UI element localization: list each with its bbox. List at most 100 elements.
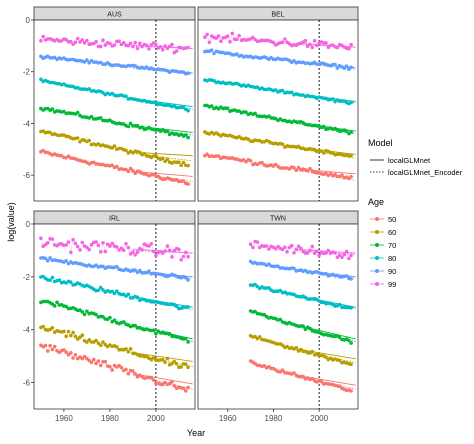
data-point	[299, 246, 303, 251]
data-point	[82, 312, 87, 317]
data-point	[73, 40, 78, 45]
data-point	[337, 302, 342, 307]
data-point	[78, 248, 82, 252]
data-point	[289, 243, 294, 248]
series-aus-age-80	[39, 77, 193, 113]
data-point	[64, 259, 68, 263]
data-point	[349, 253, 353, 258]
data-point	[292, 266, 296, 271]
strip-label-bel: BEL	[271, 12, 284, 19]
data-point	[43, 256, 48, 261]
data-point	[342, 252, 347, 257]
y-tick-label: -2	[23, 273, 31, 282]
data-point	[207, 40, 212, 45]
x-tick-label: 1960	[55, 414, 73, 423]
data-point	[149, 375, 154, 380]
age-legend-dot-50	[375, 217, 379, 221]
data-point	[181, 179, 186, 183]
data-point	[62, 329, 66, 334]
data-point	[69, 351, 73, 355]
data-point	[85, 38, 89, 43]
y-tick-label: -6	[23, 171, 31, 180]
data-point	[154, 253, 158, 258]
data-point	[133, 323, 137, 328]
data-point	[85, 245, 89, 250]
fit-line-localglmnet	[132, 151, 193, 157]
data-point	[186, 385, 190, 390]
data-point	[301, 374, 305, 379]
data-point	[96, 359, 101, 363]
data-point	[119, 246, 124, 250]
panel-frame-bel	[197, 19, 359, 202]
x-tick-label: 2000	[147, 414, 165, 423]
data-point	[89, 242, 94, 247]
data-point	[50, 237, 55, 241]
data-point	[172, 359, 177, 364]
data-point	[294, 247, 299, 252]
strip-label-twn: TWN	[270, 216, 286, 223]
data-point	[170, 379, 174, 384]
data-point	[131, 44, 135, 49]
data-point	[87, 138, 91, 143]
data-point	[94, 361, 98, 366]
data-point	[186, 45, 190, 50]
age-legend-dot-99	[375, 282, 379, 286]
series-irl-age-80	[39, 274, 193, 311]
data-point	[112, 318, 117, 323]
age-legend-label-90: 90	[388, 267, 396, 276]
data-point	[101, 241, 105, 245]
series-twn-age-60	[248, 333, 356, 367]
data-point	[186, 71, 190, 75]
data-point	[209, 104, 214, 108]
series-irl-age-60	[39, 324, 193, 370]
data-point	[317, 253, 321, 258]
data-point	[349, 341, 353, 345]
data-point	[138, 150, 142, 155]
data-point	[103, 359, 108, 364]
data-point	[184, 133, 188, 137]
data-point	[344, 64, 349, 68]
strip-label-irl: IRL	[109, 216, 120, 223]
data-point	[119, 365, 124, 370]
data-point	[349, 389, 353, 393]
data-point	[163, 360, 167, 365]
data-point	[170, 255, 174, 259]
data-point	[154, 153, 158, 158]
series-irl-age-90	[39, 255, 193, 282]
data-point	[92, 357, 96, 362]
data-point	[55, 300, 59, 305]
data-point	[103, 43, 108, 47]
data-point	[179, 365, 183, 369]
data-point	[310, 244, 315, 249]
data-point	[126, 43, 131, 48]
data-point	[267, 286, 271, 290]
data-point	[165, 356, 170, 361]
series-twn-age-50	[248, 359, 356, 393]
series-aus-age-90	[39, 54, 193, 76]
data-point	[349, 175, 353, 179]
data-point	[267, 247, 271, 251]
fit-line-encoder	[296, 44, 356, 48]
data-point	[283, 245, 287, 249]
data-point	[209, 48, 214, 52]
data-point	[305, 251, 310, 255]
age-legend-dot-90	[375, 269, 379, 273]
data-point	[46, 258, 50, 263]
data-point	[216, 34, 221, 38]
data-point	[87, 338, 91, 342]
data-point	[140, 44, 144, 49]
data-point	[69, 333, 73, 338]
data-point	[228, 39, 232, 44]
data-point	[71, 356, 75, 360]
data-point	[349, 130, 353, 134]
data-point	[110, 368, 114, 372]
data-point	[135, 250, 140, 254]
age-legend-dot-60	[375, 230, 379, 234]
data-point	[101, 315, 105, 319]
data-point	[117, 39, 121, 43]
data-point	[280, 368, 285, 373]
data-point	[289, 90, 294, 95]
data-point	[237, 34, 241, 38]
data-point	[248, 242, 253, 246]
